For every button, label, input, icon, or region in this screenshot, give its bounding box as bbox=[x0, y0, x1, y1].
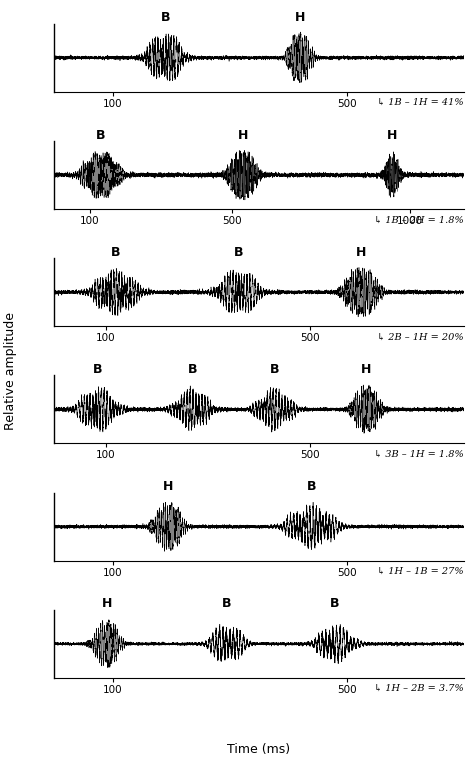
Text: B: B bbox=[234, 246, 243, 259]
Text: H: H bbox=[356, 246, 367, 259]
Text: H: H bbox=[295, 11, 305, 24]
Text: H: H bbox=[163, 480, 174, 493]
Text: B: B bbox=[161, 11, 170, 24]
Text: ↳ 2B – 1H = 20%: ↳ 2B – 1H = 20% bbox=[377, 332, 464, 341]
Text: H: H bbox=[361, 363, 372, 376]
Text: B: B bbox=[307, 480, 316, 493]
Text: ↳ 3B – 1H = 1.8%: ↳ 3B – 1H = 1.8% bbox=[374, 450, 464, 459]
Text: H: H bbox=[238, 129, 248, 142]
Text: Time (ms): Time (ms) bbox=[228, 743, 290, 756]
Text: B: B bbox=[270, 363, 279, 376]
Text: Relative amplitude: Relative amplitude bbox=[4, 312, 17, 430]
Text: B: B bbox=[93, 363, 103, 376]
Text: H: H bbox=[102, 597, 112, 610]
Text: B: B bbox=[96, 129, 105, 142]
Text: ↳ 1B – 1H = 41%: ↳ 1B – 1H = 41% bbox=[377, 98, 464, 107]
Text: ↳ 1H – 2B = 3.7%: ↳ 1H – 2B = 3.7% bbox=[374, 684, 464, 693]
Text: B: B bbox=[222, 597, 232, 610]
Text: H: H bbox=[387, 129, 398, 142]
Text: ↳ 1H – 1B = 27%: ↳ 1H – 1B = 27% bbox=[377, 567, 464, 576]
Text: B: B bbox=[188, 363, 197, 376]
Text: B: B bbox=[111, 246, 121, 259]
Text: ↳ 1B – 2H = 1.8%: ↳ 1B – 2H = 1.8% bbox=[374, 215, 464, 224]
Text: B: B bbox=[330, 597, 340, 610]
